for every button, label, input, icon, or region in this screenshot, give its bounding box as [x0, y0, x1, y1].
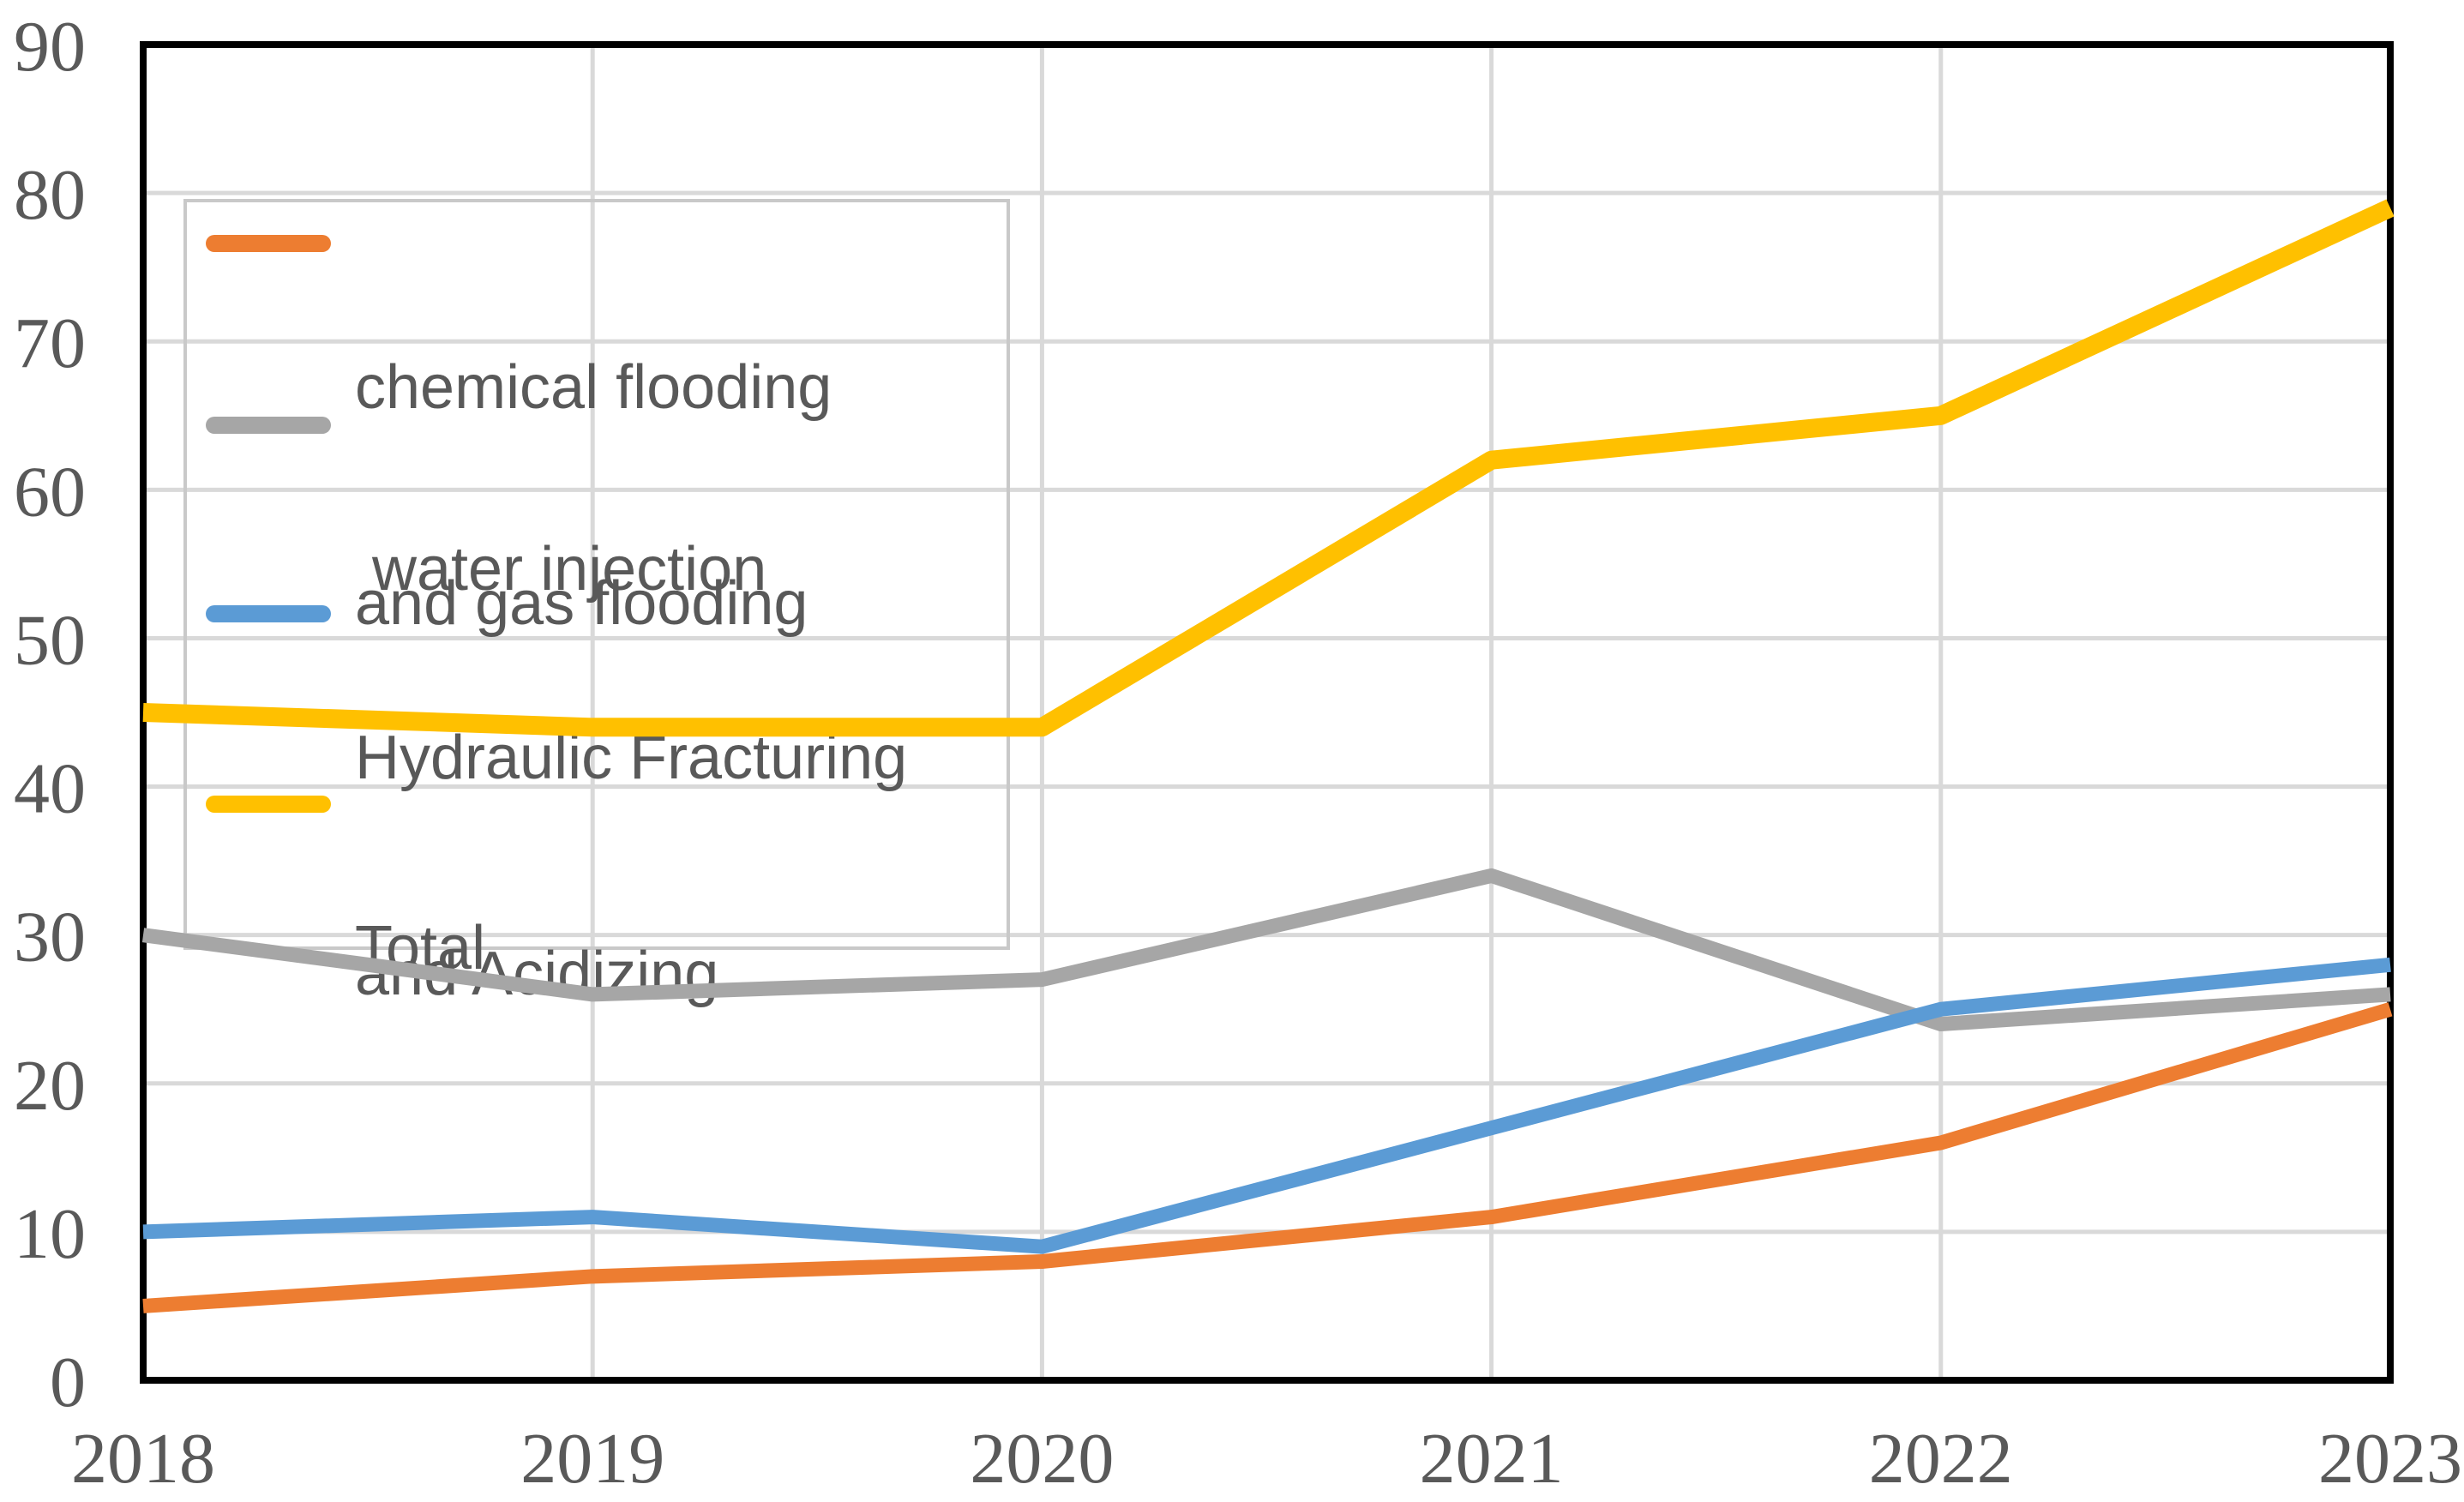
y-tick-label: 70 [14, 303, 86, 383]
legend-swatch-chemical-gas-flooding-icon [206, 235, 331, 252]
legend-label-line: and gas flooding [355, 569, 808, 638]
legend-border [183, 199, 1010, 950]
series-line-chemical-flooding-and-gas-flooding [142, 1002, 2393, 1313]
x-tick-label: 2023 [2318, 1419, 2462, 1499]
y-tick-label: 80 [14, 155, 86, 235]
x-tick-label: 2022 [1869, 1419, 2013, 1499]
y-tick-label: 0 [50, 1343, 86, 1422]
legend-label-line: water injection [355, 535, 767, 604]
x-tick-label: 2019 [520, 1419, 664, 1499]
legend-label-line: chemical flooding [355, 353, 832, 422]
series-line-water-injection [141, 868, 2391, 1032]
y-tick-label: 40 [14, 749, 86, 829]
x-tick-label: 2018 [71, 1419, 215, 1499]
y-tick-label: 10 [14, 1194, 86, 1274]
series-line-total [142, 199, 2395, 737]
y-tick-label: 60 [14, 452, 86, 532]
legend-swatch-water-injection-icon [206, 417, 331, 434]
x-tick-label: 2021 [1420, 1419, 1564, 1499]
legend-swatch-total-icon [206, 796, 331, 813]
legend-swatch-hydraulic-fracturing-icon [206, 605, 331, 622]
y-tick-label: 20 [14, 1046, 86, 1126]
series-line-hydraulic-fracturing-and-acidizing [142, 957, 2391, 1254]
y-tick-label: 90 [14, 7, 86, 87]
y-tick-label: 50 [14, 600, 86, 680]
y-tick-label: 30 [14, 898, 86, 977]
x-tick-label: 2020 [970, 1419, 1114, 1499]
